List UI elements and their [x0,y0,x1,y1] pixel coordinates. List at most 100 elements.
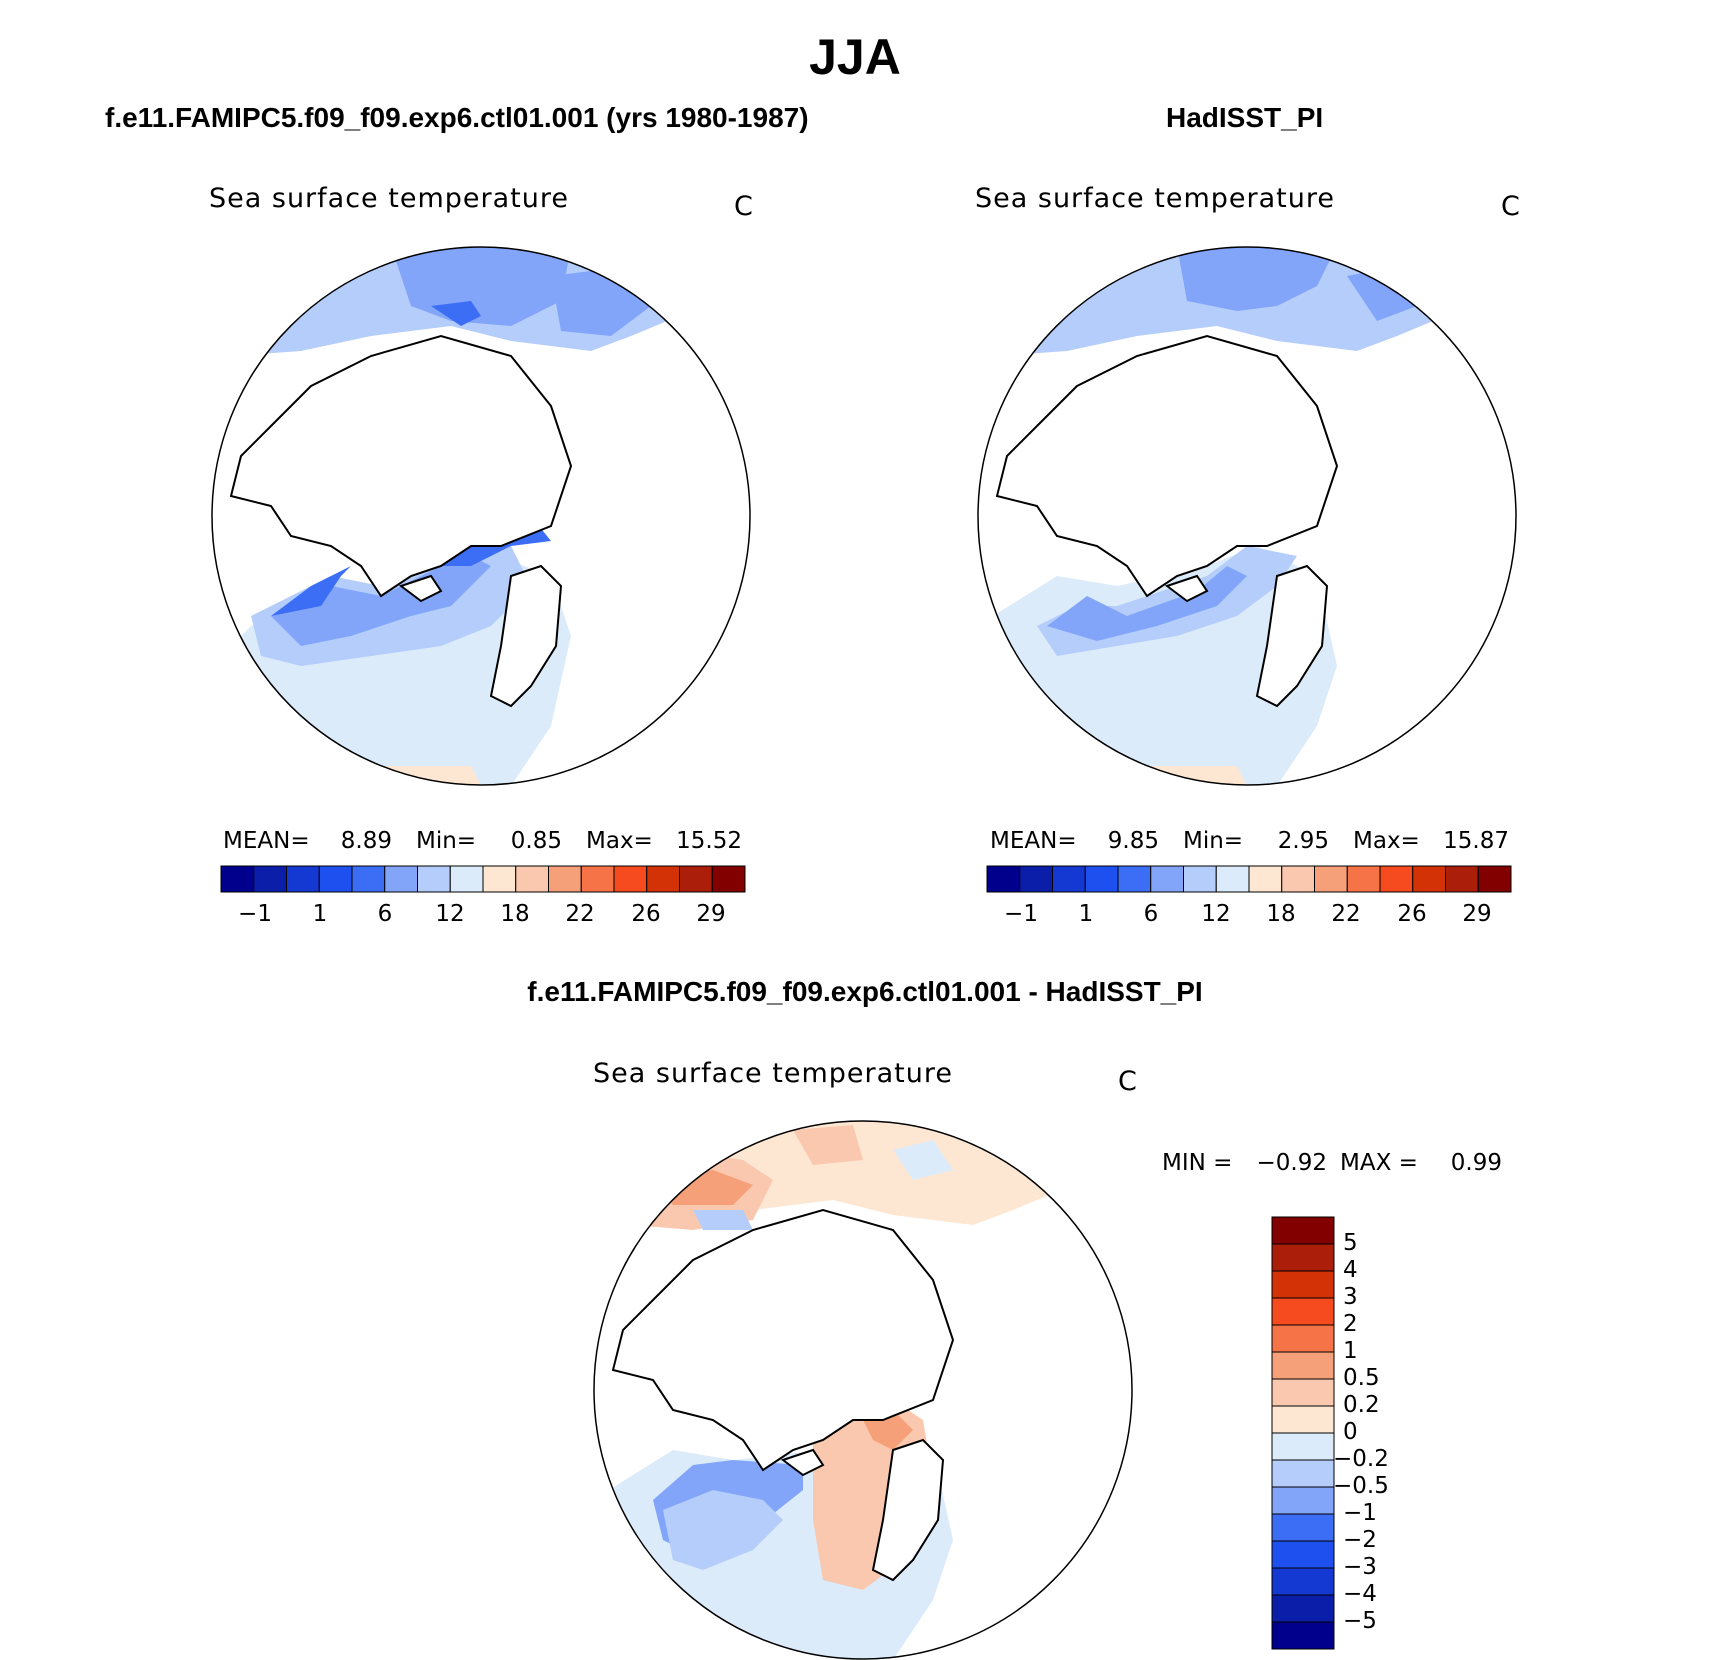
colorbar-swatch [1271,1513,1335,1542]
diff-tick-label: 4 [1343,1257,1358,1283]
panel-1-tick-label: 12 [435,901,465,927]
panel-2-max-label: Max= [1353,828,1420,854]
diff-colorbar [1271,1216,1335,1650]
panel-2-map [977,246,1517,786]
colorbar-swatch [1271,1351,1335,1380]
colorbar-swatch [1346,865,1381,893]
diff-tick-label: −0.5 [1333,1473,1389,1499]
colorbar-swatch [1271,1378,1335,1407]
diff-tick-label: 5 [1343,1230,1358,1256]
colorbar-swatch [1271,1567,1335,1596]
diff-unit-label: C [1118,1066,1137,1097]
colorbar-swatch [711,865,746,893]
colorbar-swatch [1445,865,1479,893]
panel-1-sst-field [212,247,750,785]
colorbar-swatch [1271,1297,1335,1326]
diff-tick-label: −0.2 [1333,1446,1389,1472]
colorbar-swatch [253,865,287,893]
colorbar-swatch [1271,1243,1335,1272]
panel-1-min-label: Min= [416,828,477,854]
panel-1-tick-label: 29 [696,901,726,927]
colorbar-swatch [1271,1486,1335,1515]
colorbar-swatch [220,865,255,893]
colorbar-swatch [1379,865,1414,893]
panel-2-tick-label: −1 [1004,901,1038,927]
panel-1-title: f.e11.FAMIPC5.f09_f09.exp6.ctl01.001 (yr… [105,102,809,133]
colorbar-swatch [482,865,517,893]
diff-tick-label: 0.5 [1343,1365,1380,1391]
colorbar-swatch [1248,865,1283,893]
panel-1-tick-label: 18 [500,901,530,927]
diff-tick-label: −3 [1343,1554,1377,1580]
panel-1-max-value: 15.52 [676,828,742,854]
colorbar-swatch [384,865,418,893]
colorbar-swatch [613,865,648,893]
colorbar-swatch [646,865,680,893]
colorbar-swatch [1019,865,1053,893]
diff-tick-label: −2 [1343,1527,1377,1553]
panel-1-min-value: 0.85 [510,828,562,854]
panel-2-field-label: Sea surface temperature [975,183,1335,214]
diff-max-label: MAX = [1340,1150,1418,1176]
diff-map [593,1120,1133,1660]
diff-tick-label: 1 [1343,1338,1358,1364]
panel-2-tick-label: 12 [1201,901,1231,927]
panel-1-max-label: Max= [586,828,653,854]
colorbar-swatch [318,865,353,893]
panel-2-title: HadISST_PI [1166,102,1324,133]
colorbar-swatch [548,865,582,893]
panel-1-unit-label: C [734,191,753,222]
diff-anomaly-field [594,1121,1132,1659]
panel-2-tick-label: 18 [1266,901,1296,927]
diff-tick-label: 0.2 [1343,1392,1380,1418]
panel-2-tick-label: 29 [1462,901,1492,927]
colorbar-swatch [286,865,320,893]
colorbar-swatch [515,865,549,893]
panel-2-tick-label: 1 [1078,901,1094,927]
diff-tick-label: 2 [1343,1311,1358,1337]
diff-tick-label: −1 [1343,1500,1377,1526]
colorbar-swatch [1084,865,1119,893]
colorbar-swatch [1412,865,1446,893]
diff-tick-label: −5 [1343,1608,1377,1634]
colorbar-swatch [1314,865,1348,893]
colorbar-swatch [1271,1459,1335,1488]
panel-2-min-label: Min= [1183,828,1244,854]
colorbar-swatch [1271,1405,1335,1434]
colorbar-swatch [580,865,615,893]
panel-2-sst-field [978,247,1516,785]
colorbar-swatch [1271,1432,1335,1461]
diff-min-value: −0.92 [1256,1150,1327,1176]
panel-2-tick-label: 6 [1143,901,1159,927]
colorbar-swatch [1271,1594,1335,1623]
colorbar-swatch [1271,1270,1335,1299]
panel-1-tick-label: 22 [565,901,595,927]
colorbar-swatch [986,865,1021,893]
panel-1-tick-label: 6 [377,901,393,927]
colorbar-swatch [1271,1621,1335,1650]
panel-1-tick-label: −1 [238,901,272,927]
colorbar-swatch [417,865,451,893]
colorbar-swatch [1052,865,1086,893]
colorbar-swatch [1271,1216,1335,1245]
colorbar-swatch [449,865,484,893]
diff-tick-label: 0 [1343,1419,1358,1445]
colorbar-swatch [679,865,713,893]
panel-2-mean-label: MEAN= [990,828,1077,854]
colorbar-swatch [1477,865,1512,893]
panel-2-max-value: 15.87 [1443,828,1509,854]
colorbar-swatch [1271,1324,1335,1353]
panel-1-map [211,246,751,786]
panel-2-colorbar [986,865,1512,893]
colorbar-swatch [1271,1540,1335,1569]
diff-field-label: Sea surface temperature [593,1058,953,1089]
panel-2-tick-label: 26 [1397,901,1427,927]
panel-1-mean-value: 8.89 [340,828,392,854]
panel-1-mean-label: MEAN= [223,828,310,854]
colorbar-swatch [1215,865,1250,893]
panel-1-field-label: Sea surface temperature [209,183,569,214]
panel-1-tick-label: 1 [312,901,328,927]
figure-title: JJA [809,29,901,85]
diff-title: f.e11.FAMIPC5.f09_f09.exp6.ctl01.001 - H… [527,976,1203,1007]
diff-tick-label: 3 [1343,1284,1358,1310]
